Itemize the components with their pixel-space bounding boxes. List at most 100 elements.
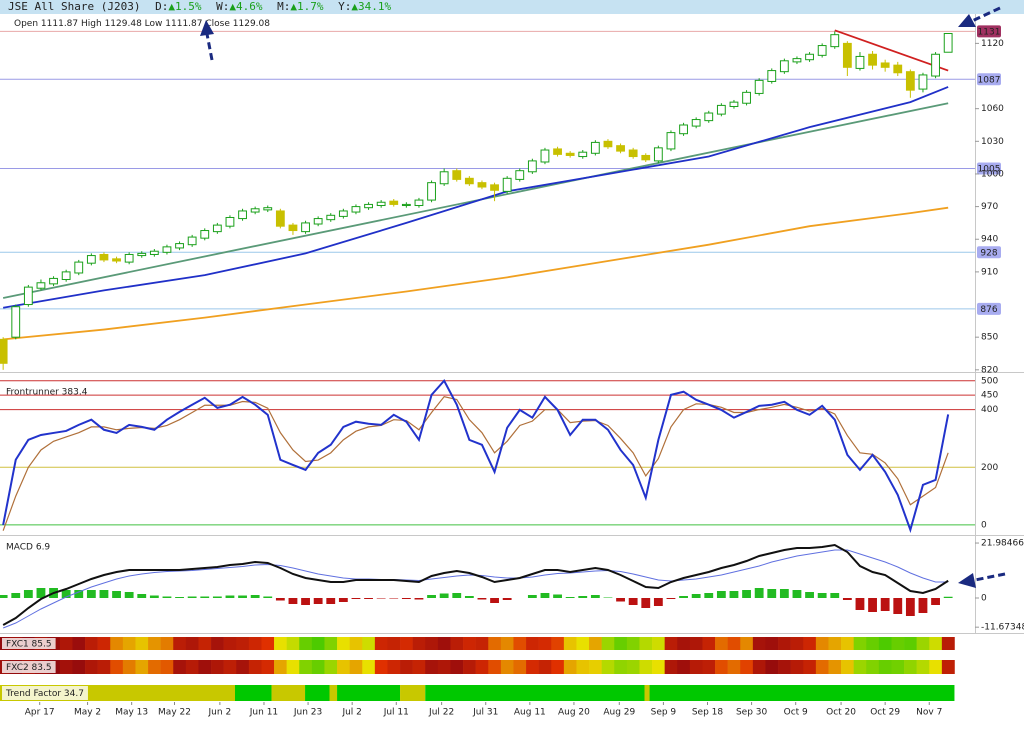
instrument-title: JSE All Share (J203)	[8, 0, 140, 13]
histogram-bar	[716, 591, 726, 598]
histogram-bar	[805, 592, 814, 598]
series-line	[2, 395, 949, 531]
heat-cell	[702, 660, 716, 674]
candle-body	[225, 216, 235, 227]
heat-cell	[740, 660, 754, 674]
histogram-bar	[200, 596, 210, 598]
y-tick-label: 910	[981, 267, 998, 277]
candle-body	[61, 271, 71, 281]
heat-cell	[941, 637, 955, 650]
heat-cell	[463, 637, 476, 650]
histogram-bar	[490, 598, 499, 603]
candle-body	[679, 124, 688, 135]
heat-cell	[223, 637, 237, 650]
x-tick-label: Jul 22	[428, 708, 454, 718]
candle-body	[893, 64, 903, 74]
heat-cell	[740, 637, 754, 650]
heat-cell	[261, 637, 275, 650]
candle-body	[23, 286, 33, 306]
heat-cell	[677, 660, 691, 674]
heat-cell	[362, 660, 376, 674]
level-badge	[977, 25, 1001, 38]
level-label: 876	[980, 305, 997, 315]
candle-body	[263, 207, 273, 211]
histogram-bar	[704, 593, 714, 598]
histogram-bar	[74, 590, 84, 598]
candle-body	[842, 42, 852, 68]
heat-cell	[752, 637, 766, 650]
histogram-bar	[275, 598, 285, 601]
y-tick-label: 1060	[981, 104, 1004, 114]
candle-body	[603, 140, 613, 148]
heat-cell	[500, 637, 514, 650]
candle-body	[439, 171, 449, 185]
candle-body	[427, 182, 436, 201]
histogram-bar	[23, 590, 33, 598]
heat-cell	[349, 637, 363, 650]
candle-body	[250, 208, 260, 213]
heat-cell	[538, 637, 552, 650]
heat-cell	[563, 637, 577, 650]
change-label: M:	[277, 0, 290, 13]
candle-body	[464, 177, 474, 185]
change-value: ▲4.6%	[229, 0, 262, 13]
histogram-bar	[263, 596, 273, 598]
heat-cell	[173, 637, 187, 650]
heat-cell	[601, 660, 615, 674]
candle-body	[704, 112, 714, 122]
trend-band	[329, 685, 338, 701]
level-label: 1131	[978, 27, 1001, 37]
y-tick-label: 400	[981, 405, 998, 415]
heat-cell	[815, 660, 829, 674]
strip-title: Trend Factor 34.7	[5, 689, 84, 699]
histogram-bar	[767, 589, 777, 598]
candle-body	[86, 255, 96, 264]
heat-cell	[790, 637, 804, 650]
heat-cell	[122, 660, 136, 674]
heat-cell	[677, 637, 691, 650]
histogram-bar	[175, 597, 184, 598]
x-tick-label: Sep 30	[736, 708, 768, 718]
heat-cell	[299, 660, 313, 674]
heat-cell	[727, 637, 741, 650]
level-label: 1005	[978, 165, 1001, 175]
heat-cell	[904, 660, 917, 674]
histogram-bar	[616, 598, 625, 602]
x-tick-label: Sep 18	[692, 708, 724, 718]
strip-title-box	[2, 638, 56, 649]
heat-cell	[324, 660, 338, 674]
header-bar	[0, 0, 1024, 14]
candle-body	[301, 222, 310, 233]
candle-body	[628, 149, 638, 158]
candle-body	[918, 74, 928, 90]
candle-body	[275, 210, 285, 227]
x-tick-label: May 13	[115, 708, 148, 718]
heat-cell	[160, 637, 174, 650]
histogram-bar	[918, 598, 928, 613]
histogram-bar	[502, 598, 512, 600]
candle-body	[187, 236, 197, 246]
heat-cell	[97, 660, 111, 674]
x-tick-label: Jun 23	[293, 708, 322, 718]
candle-body	[36, 282, 46, 289]
y-tick-label: 820	[981, 365, 998, 375]
heat-cell	[904, 637, 917, 650]
heat-cell	[135, 637, 149, 650]
histogram-bar	[868, 598, 877, 612]
candle-body	[931, 53, 940, 77]
y-tick-label: 1030	[981, 137, 1004, 147]
histogram-bar	[187, 596, 197, 598]
histogram-bar	[880, 598, 890, 611]
heat-cell	[563, 660, 577, 674]
histogram-bar	[540, 593, 550, 598]
histogram-bar	[855, 598, 865, 610]
heat-cell	[790, 660, 804, 674]
histogram-bar	[225, 595, 235, 598]
candle-body	[11, 306, 21, 338]
heat-cell	[110, 660, 124, 674]
heat-cell	[929, 637, 943, 650]
heat-cell	[475, 660, 489, 674]
candle-body	[477, 182, 487, 188]
level-label: 928	[980, 248, 997, 258]
